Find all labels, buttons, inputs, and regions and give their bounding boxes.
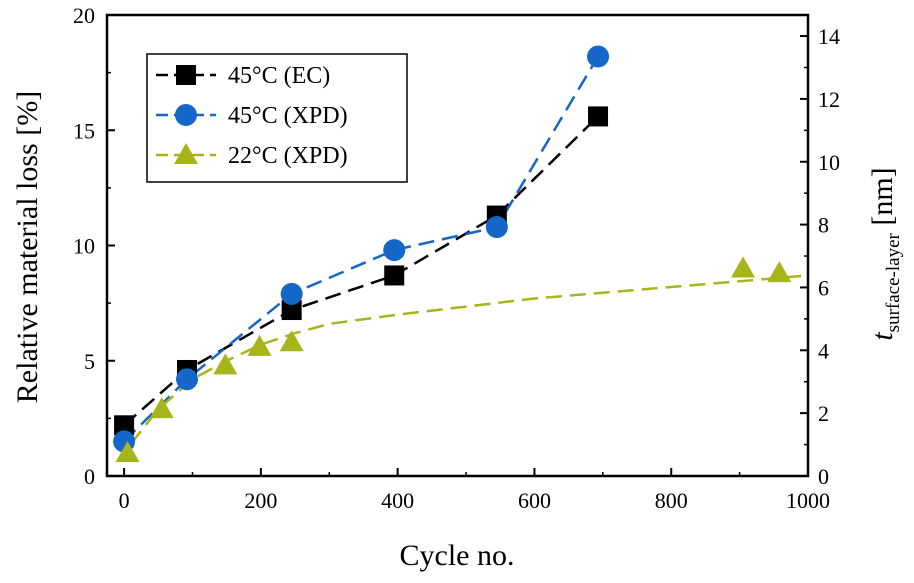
data-point — [588, 106, 609, 127]
y2-tick-label: 12 — [818, 87, 840, 112]
y2-tick-label: 14 — [818, 24, 840, 49]
series-lines — [123, 55, 809, 445]
y-axis-title: Relative material loss [%] — [11, 91, 44, 403]
y-tick-label: 5 — [84, 349, 95, 374]
data-point — [114, 415, 135, 436]
legend-label: 45°C (XPD) — [228, 103, 348, 129]
data-point — [280, 282, 303, 305]
data-point — [247, 334, 272, 356]
x-tick-label: 200 — [244, 488, 277, 513]
legend-marker — [176, 65, 196, 85]
y2-tick-label: 0 — [818, 464, 829, 489]
y2-tick-label: 4 — [818, 338, 829, 363]
x-tick-label: 0 — [119, 488, 130, 513]
y2-tick-label: 10 — [818, 150, 840, 175]
data-point — [176, 368, 199, 391]
y-tick-label: 15 — [73, 118, 95, 143]
data-point — [279, 330, 304, 352]
y-axis-right: 0 2 4 6 8 10 12 14 — [800, 24, 840, 489]
legend-marker — [174, 143, 198, 164]
data-point — [731, 256, 756, 278]
data-point — [281, 300, 302, 321]
data-point — [485, 216, 508, 239]
y-tick-label: 0 — [84, 464, 95, 489]
series-line — [123, 55, 600, 443]
legend: 45°C (EC) 45°C (XPD) 22°C (XPD) — [146, 53, 408, 183]
data-point — [115, 440, 140, 462]
legend-label: 22°C (XPD) — [228, 143, 348, 169]
legend-label: 45°C (EC) — [228, 63, 330, 89]
data-point — [767, 261, 792, 283]
y-axis-left: 0 5 10 15 20 — [73, 3, 115, 489]
series-markers — [113, 45, 792, 462]
y2-tick-label: 6 — [818, 275, 829, 300]
x-tick-label: 400 — [381, 488, 414, 513]
y2-axis-title: tsurface-layer [nm] — [866, 167, 904, 340]
x-tick-label: 800 — [655, 488, 688, 513]
x-tick-label: 1000 — [786, 488, 830, 513]
y2-tick-label: 2 — [818, 401, 829, 426]
series-line — [129, 274, 809, 445]
legend-entries: 45°C (EC) 45°C (XPD) 22°C (XPD) — [156, 63, 348, 169]
data-point — [213, 353, 238, 375]
x-axis: 0 200 400 600 800 1000 — [119, 468, 830, 513]
y2-axis-title-sub: surface-layer — [883, 233, 904, 333]
y2-tick-label: 8 — [818, 213, 829, 238]
y2-axis-title-main: t — [866, 332, 899, 341]
y-tick-label: 10 — [73, 234, 95, 259]
legend-marker — [175, 104, 197, 126]
data-point — [149, 397, 174, 419]
y2-axis-title-unit: [nm] — [866, 167, 899, 233]
x-tick-label: 600 — [518, 488, 551, 513]
data-point — [383, 239, 406, 262]
data-point — [587, 45, 610, 68]
data-point — [384, 265, 405, 286]
x-axis-title: Cycle no. — [400, 539, 515, 572]
y-tick-label: 20 — [73, 3, 95, 28]
